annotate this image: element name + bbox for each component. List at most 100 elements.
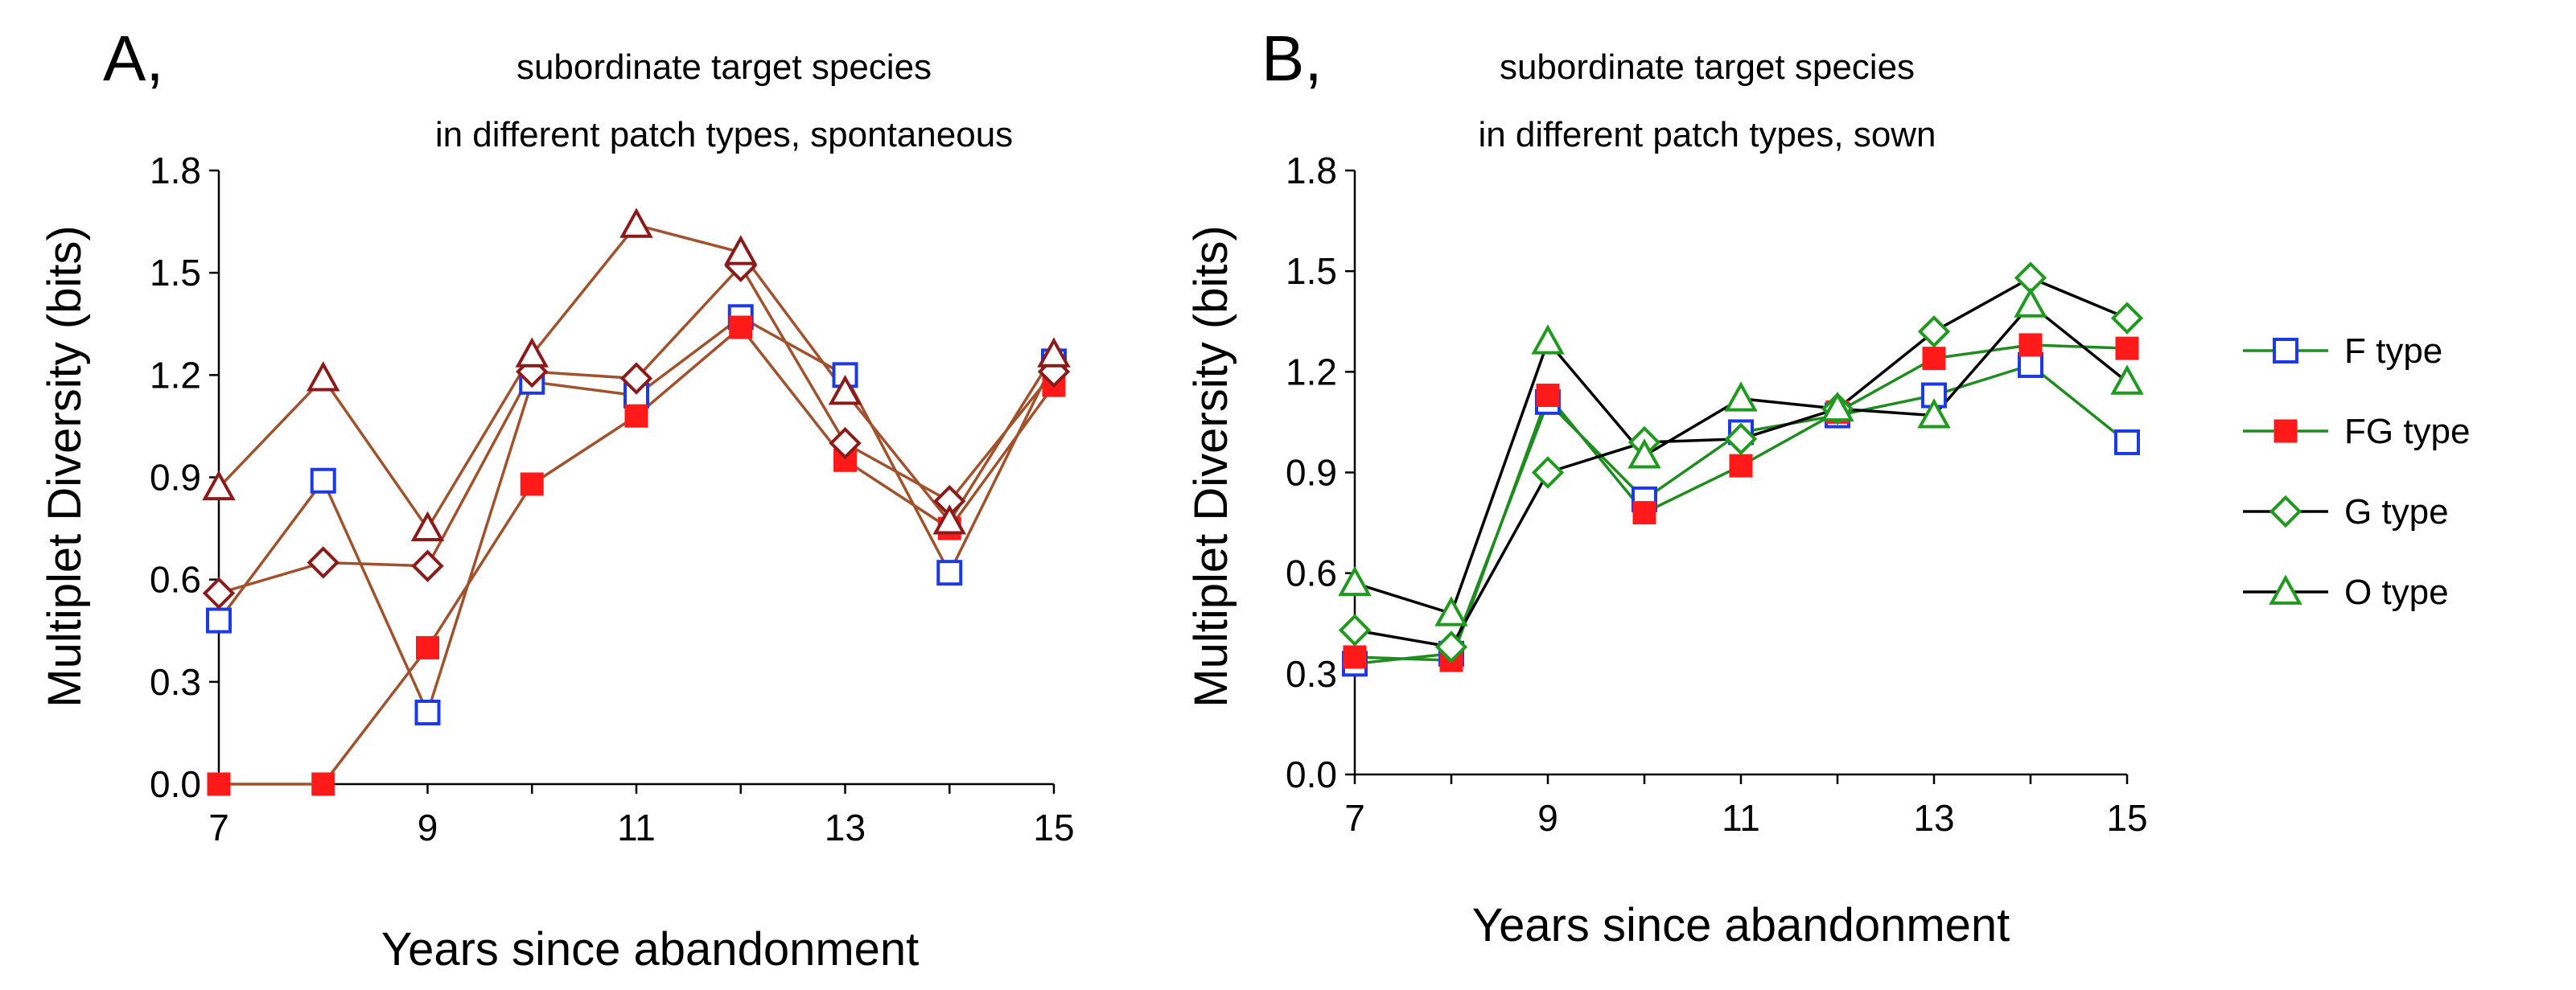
panel-a-point-g-type [619,362,653,395]
panel-a-point-f-type [936,560,963,586]
panel-b-ytick-label: 0.9 [1286,452,1337,494]
panel-a-point-o-type [515,337,549,368]
panel-b-point-g-type [1531,456,1565,489]
panel-a-ytick-label: 0.9 [150,457,201,499]
legend-fg-type-label: FG type [2344,412,2471,451]
panel-a-point-o-type [723,235,758,265]
panel-a-point-fg-type [207,772,231,796]
legend-g-type-label: G type [2344,492,2449,532]
panel-a-point-fg-type [729,315,753,339]
panel-b-point-g-type [1338,614,1372,647]
panel-b-xlabel: Years since abandonment [1472,899,2010,951]
panel-a: A, subordinate target species in differe… [39,23,1075,976]
panel-b-xtick-label: 9 [1537,797,1558,839]
panel-a-ytick-label: 0.6 [150,559,201,601]
panel-b-xtick-label: 13 [1913,797,1954,839]
panel-b-point-o-type [1627,438,1661,469]
panel-b-point-fg-type [1632,501,1656,525]
panel-b-point-fg-type [1729,454,1753,478]
panel-a-point-o-type [828,375,862,405]
panel-a-xtick-label: 15 [1033,807,1074,848]
panel-b-xtick-label: 7 [1344,797,1365,839]
panel-a-point-g-type [202,577,236,610]
legend-f-type-marker [2273,338,2298,364]
panel-a-ytick-label: 0.3 [150,661,201,703]
panel-b-point-g-type [1917,315,1951,348]
panel-b-point-o-type [1821,391,1854,422]
panel-a-series-g-type-line [218,264,1056,595]
panel-b-point-g-type [2110,302,2144,335]
panel-b-title-line-1: subordinate target species [1500,47,1915,87]
panel-b-point-o-type [1531,324,1565,355]
panel-a-point-fg-type [520,472,544,496]
panel-b-ylabel: Multiplet Diversity (bits) [1185,225,1237,707]
panel-b-ytick-label: 0.3 [1286,653,1337,695]
panel-a-point-o-type [1037,337,1071,368]
panel-a-ytick-label: 1.5 [150,252,201,294]
panel-a-point-g-type [307,546,339,579]
panel-a-axes: 0.0 0.3 0.6 0.9 1.2 1.5 1.8 7 9 11 13 15 [150,150,1075,848]
panel-b-point-o-type [1338,565,1372,597]
panel-b-ytick-label: 1.5 [1286,250,1337,292]
panel-b-point-g-type [1434,631,1468,663]
panel-b-point-f-type [2018,351,2043,378]
panel-a-point-f-type [310,467,336,494]
panel-b-plot [1338,261,2144,677]
panel-b-point-f-type [2114,429,2140,455]
panel-a-plot [202,207,1071,796]
panel-a-point-o-type [410,511,445,541]
panel-b-point-o-type [1724,381,1758,412]
panel-a-ylabel: Multiplet Diversity (bits) [39,225,91,707]
panel-a-xtick-label: 11 [617,807,656,848]
panel-b-xtick-label: 11 [1722,797,1760,839]
panel-a-ytick-label: 1.2 [150,354,201,396]
panel-a-xlabel: Years since abandonment [381,923,920,976]
panel-a-point-o-type [932,504,967,535]
legend: F type FG type G type O type [2243,331,2471,612]
panel-b-point-fg-type [1343,645,1367,669]
panel-a-point-fg-type [311,772,335,796]
panel-a-xtick-label: 7 [208,807,229,848]
panel-b-point-g-type [1724,422,1758,455]
panel-a-title-line-1: subordinate target species [516,47,932,87]
panel-a-point-g-type [829,426,862,460]
panel-b-ytick-label: 1.2 [1286,351,1337,392]
panel-a-ytick-label: 1.8 [150,150,201,191]
panel-a-point-fg-type [624,404,648,428]
panel-b-ytick-label: 1.8 [1286,150,1337,191]
panel-a-point-o-type [619,207,653,238]
legend-f-type-label: F type [2344,331,2442,371]
legend-fg-type-marker [2274,419,2298,443]
panel-b-axes: 0.0 0.3 0.6 0.9 1.2 1.5 1.8 7 9 11 13 15 [1286,150,2148,839]
panel-a-point-o-type [306,361,340,392]
panel-a-point-f-type [414,699,441,725]
panel-a-point-g-type [411,549,444,582]
panel-b-point-fg-type [2115,336,2139,360]
panel-b-point-o-type [1917,398,1951,429]
panel-b-point-f-type [1921,382,1947,409]
legend-o-type-label: O type [2344,573,2449,612]
panel-a-xtick-label: 9 [418,807,438,848]
panel-b-point-o-type [2014,287,2047,318]
panel-a-label: A, [103,23,164,94]
panel-b-point-fg-type [2018,333,2043,357]
panel-b-point-fg-type [1922,347,1946,371]
legend-g-type-marker [2269,495,2302,528]
panel-b-ytick-label: 0.0 [1286,754,1337,795]
panel-b-xtick-label: 15 [2106,797,2147,839]
panel-b-label: B, [1261,23,1323,94]
panel-b-ytick-label: 0.6 [1286,553,1337,594]
panel-a-point-f-type [206,607,232,634]
legend-o-type-marker [2269,574,2302,605]
panel-b: B, subordinate target species in differe… [1185,23,2148,951]
panel-a-point-fg-type [416,635,439,659]
panel-a-title-line-2: in different patch types, spontaneous [435,115,1013,154]
panel-b-point-o-type [2110,364,2144,395]
panel-a-xtick-label: 13 [825,807,866,848]
panel-b-point-o-type [1434,596,1468,626]
panel-b-point-fg-type [1536,384,1560,408]
panel-a-ytick-label: 0.0 [150,763,201,805]
panel-a-point-o-type [202,470,236,501]
panel-b-title-line-2: in different patch types, sown [1478,115,1936,154]
